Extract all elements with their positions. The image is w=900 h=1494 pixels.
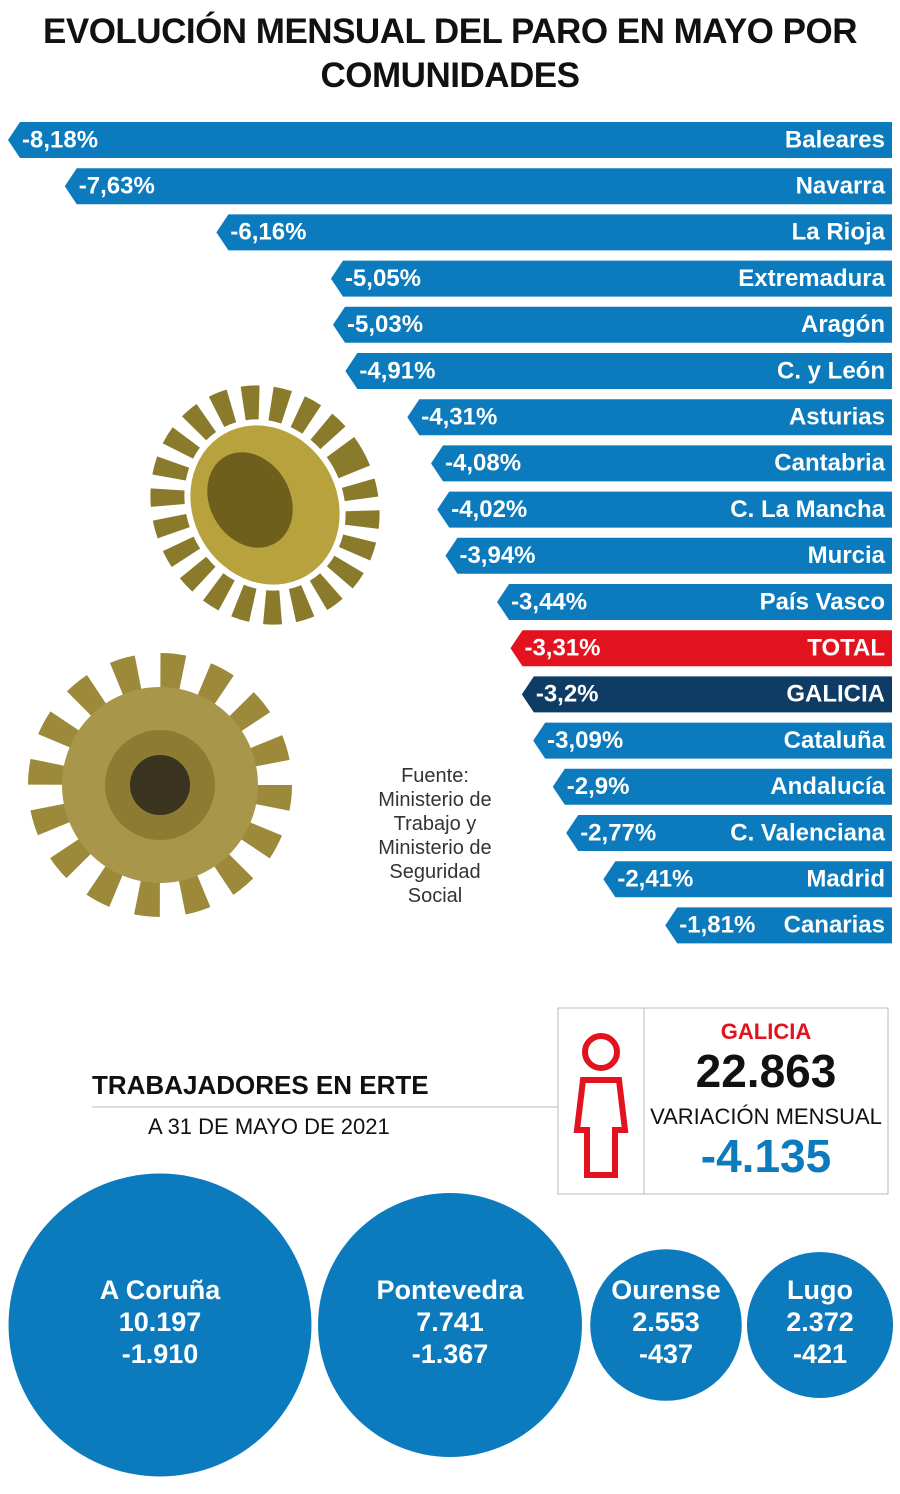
bar xyxy=(552,768,892,805)
value-label: -3,94% xyxy=(459,542,535,569)
highlight-value: 22.863 xyxy=(696,1045,837,1097)
highlight-change-title: VARIACIÓN MENSUAL xyxy=(650,1104,882,1129)
value-label: -2,77% xyxy=(580,819,656,846)
value-label: -4,08% xyxy=(445,450,521,477)
highlight-box xyxy=(557,1007,889,1195)
bar xyxy=(330,260,892,297)
bubble-label: Ourense xyxy=(611,1275,721,1305)
category-label: País Vasco xyxy=(760,588,885,615)
bubble-value: 10.197 xyxy=(119,1307,202,1337)
bar xyxy=(216,214,892,251)
category-label: La Rioja xyxy=(792,219,886,246)
category-label: Madrid xyxy=(806,866,885,893)
bubble-change: -437 xyxy=(639,1339,693,1369)
value-label: -3,2% xyxy=(536,681,599,708)
category-label: C. La Mancha xyxy=(730,496,885,523)
bar xyxy=(64,168,892,205)
value-label: -5,05% xyxy=(345,265,421,292)
bubble xyxy=(590,1249,742,1401)
person-icon xyxy=(573,1033,629,1178)
category-label: Cataluña xyxy=(784,727,886,754)
bubble xyxy=(8,1173,312,1477)
value-label: -3,44% xyxy=(511,588,587,615)
bubble-label: A Coruña xyxy=(100,1275,221,1305)
bubble-change: -1.367 xyxy=(412,1339,489,1369)
value-label: -2,41% xyxy=(617,866,693,893)
value-label: -6,16% xyxy=(230,219,306,246)
value-label: -5,03% xyxy=(347,311,423,338)
value-label: -3,09% xyxy=(547,727,623,754)
bar xyxy=(665,907,892,944)
category-label: Canarias xyxy=(784,912,885,939)
gear xyxy=(150,385,380,625)
category-label: TOTAL xyxy=(807,635,885,662)
bubble-value: 2.553 xyxy=(632,1307,700,1337)
highlight-label: GALICIA xyxy=(721,1019,812,1044)
category-label: Navarra xyxy=(796,173,886,200)
bar xyxy=(445,537,892,574)
value-label: -4,91% xyxy=(359,357,435,384)
source-note: Fuente: Ministerio de Trabajo y Minister… xyxy=(378,765,492,907)
value-label: -4,02% xyxy=(451,496,527,523)
category-label: Baleares xyxy=(785,126,885,153)
category-label: Andalucía xyxy=(770,773,885,800)
bar xyxy=(566,815,892,851)
category-label: C. Valenciana xyxy=(730,819,885,846)
category-label: Cantabria xyxy=(774,450,885,477)
bar xyxy=(497,584,892,620)
bubble-change: -1.910 xyxy=(122,1339,199,1369)
bubble xyxy=(318,1193,582,1457)
bubble-value: 7.741 xyxy=(416,1307,484,1337)
value-label: -4,31% xyxy=(421,404,497,431)
highlight-change: -4.135 xyxy=(701,1130,831,1182)
bar xyxy=(8,122,892,158)
value-label: -3,31% xyxy=(524,635,600,662)
value-label: -1,81% xyxy=(679,912,755,939)
category-label: GALICIA xyxy=(786,681,885,708)
category-label: Asturias xyxy=(789,404,885,431)
bubble xyxy=(746,1251,894,1399)
bubble-label: Pontevedra xyxy=(376,1275,524,1305)
bubble-change: -421 xyxy=(793,1339,847,1369)
bar xyxy=(431,445,892,482)
bubble-subtitle: A 31 DE MAYO DE 2021 xyxy=(148,1114,390,1139)
category-label: Extremadura xyxy=(738,265,885,292)
bar xyxy=(333,306,893,343)
bar xyxy=(345,353,892,389)
bubble-label: Lugo xyxy=(787,1275,853,1305)
category-label: Aragón xyxy=(801,311,885,338)
value-label: -8,18% xyxy=(22,126,98,153)
value-label: -2,9% xyxy=(567,773,630,800)
bubble-title: TRABAJADORES EN ERTE xyxy=(92,1070,429,1100)
value-label: -7,63% xyxy=(79,173,155,200)
gear xyxy=(28,653,292,917)
chart-title: EVOLUCIÓN MENSUAL DEL PARO EN MAYO POR C… xyxy=(43,12,857,95)
bar xyxy=(533,722,892,759)
bubble-value: 2.372 xyxy=(786,1307,854,1337)
bar xyxy=(521,676,892,713)
category-label: C. y León xyxy=(777,357,885,384)
bar xyxy=(603,861,892,898)
category-label: Murcia xyxy=(808,542,886,569)
bar xyxy=(437,491,892,528)
bar xyxy=(510,630,892,667)
bar xyxy=(407,399,892,436)
